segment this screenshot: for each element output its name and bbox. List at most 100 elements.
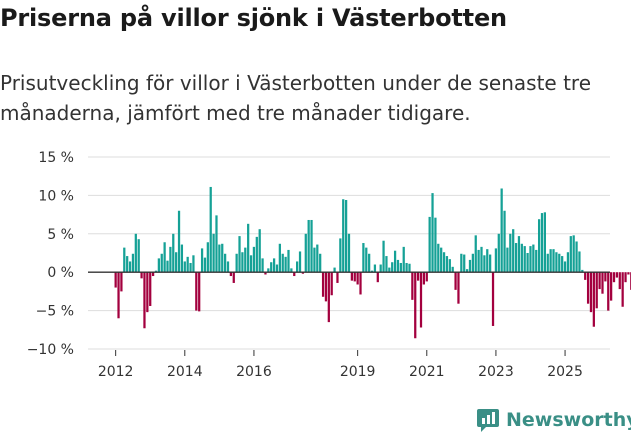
bar [218, 244, 221, 273]
bar [200, 248, 204, 273]
bar [160, 253, 163, 273]
bar [296, 261, 299, 273]
bar [388, 267, 391, 273]
bar [624, 272, 627, 283]
bar [517, 236, 521, 273]
bar [494, 248, 498, 273]
bar [301, 272, 305, 274]
bar [465, 269, 469, 273]
bar [503, 210, 506, 273]
bar [198, 272, 201, 312]
bar [618, 272, 621, 290]
bar [437, 243, 440, 273]
bar [235, 253, 238, 273]
brand: Newsworthy [476, 405, 631, 435]
bar [408, 263, 411, 273]
bar [287, 249, 290, 273]
brand-name: Newsworthy [506, 409, 631, 431]
bar [584, 272, 587, 280]
bar [362, 243, 365, 273]
bar [474, 235, 477, 273]
bar [382, 240, 385, 273]
bar [621, 272, 624, 307]
bar [330, 272, 333, 296]
bar [535, 249, 538, 273]
bar [117, 272, 120, 319]
bar [143, 272, 146, 329]
bar [532, 244, 535, 273]
bar [419, 272, 423, 328]
y-tick-label: 10 % [38, 188, 74, 204]
bar [232, 272, 235, 283]
bar [497, 233, 500, 273]
bar [186, 256, 189, 273]
bar [445, 256, 449, 273]
bar [344, 200, 348, 273]
bar [350, 272, 353, 281]
bar [486, 249, 489, 273]
bar [175, 252, 178, 273]
bar [353, 272, 356, 282]
bar [402, 246, 405, 273]
bar [359, 272, 362, 295]
bar [195, 272, 198, 311]
bar [471, 253, 474, 273]
bar [327, 272, 330, 323]
bar [537, 219, 541, 273]
bar [417, 272, 420, 281]
bar [203, 257, 207, 273]
bar [506, 247, 509, 273]
bar [180, 244, 184, 273]
bar [491, 272, 495, 326]
bar [586, 272, 590, 304]
bar [391, 262, 394, 273]
bar [166, 260, 169, 273]
y-tick-label: −10 % [27, 342, 74, 358]
bar [561, 256, 564, 273]
bar [310, 219, 313, 273]
bar [483, 255, 486, 273]
bar [249, 255, 253, 273]
bar [241, 252, 244, 273]
bar [137, 239, 140, 273]
x-tick-label: 2012 [98, 364, 134, 380]
x-tick-label: 2014 [167, 364, 203, 380]
bar [313, 247, 316, 273]
bar [157, 258, 160, 273]
bar [411, 272, 414, 300]
newsworthy-logo-icon [477, 409, 499, 432]
bar [454, 272, 457, 290]
grid-lines [88, 156, 610, 350]
bar [457, 272, 460, 304]
bar [489, 254, 492, 273]
bar [514, 243, 518, 273]
bar [604, 272, 607, 282]
bar [555, 252, 558, 273]
bar [627, 272, 630, 275]
bar [396, 259, 400, 273]
bar [480, 246, 483, 273]
bar [563, 261, 567, 273]
bar [509, 233, 512, 273]
bar [128, 261, 132, 273]
x-tick-label: 2025 [547, 364, 583, 380]
bar [601, 272, 604, 294]
bar [244, 247, 247, 273]
bar [151, 272, 155, 277]
axes [88, 271, 610, 356]
bar [347, 233, 351, 273]
bar [569, 236, 572, 273]
bar [278, 243, 281, 273]
bar [172, 233, 175, 273]
bar [267, 268, 270, 273]
bar [339, 238, 342, 273]
bar [368, 253, 371, 273]
bar [558, 253, 561, 273]
bar [206, 242, 209, 273]
bar [422, 272, 426, 285]
bar [546, 253, 549, 273]
bar [209, 186, 212, 273]
bar [238, 236, 241, 273]
bar [365, 247, 368, 273]
bar [212, 233, 215, 273]
